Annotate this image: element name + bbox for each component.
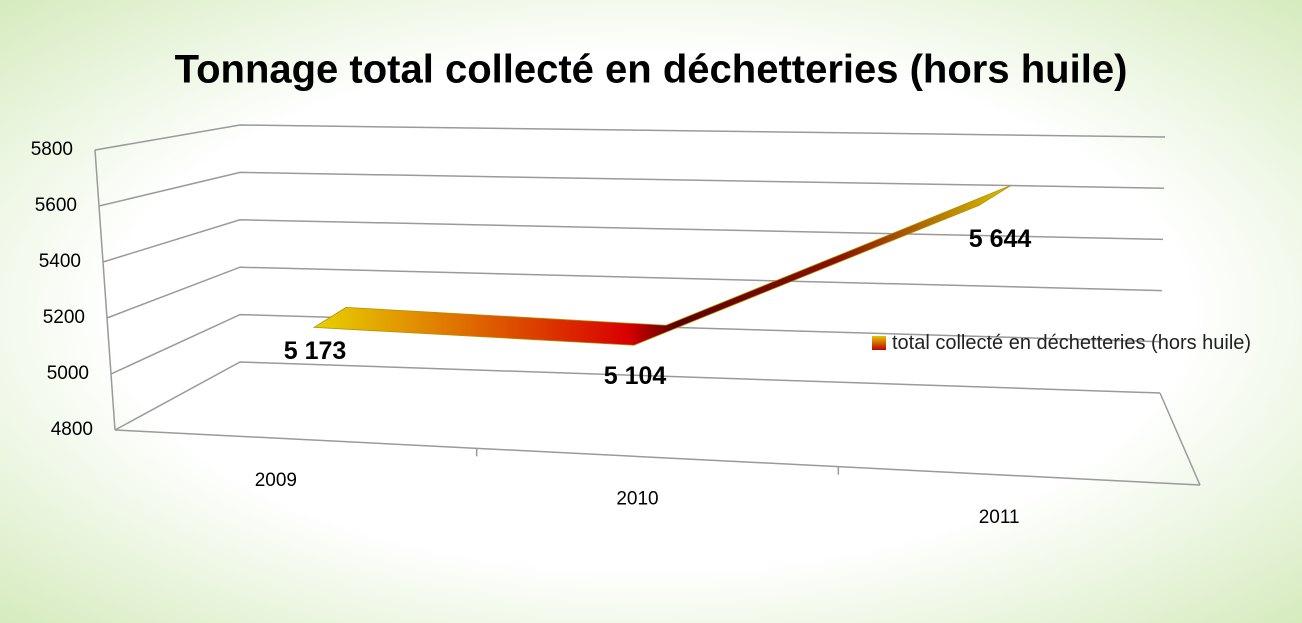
axis-line: [94, 149, 116, 431]
grid-line: [106, 266, 1163, 319]
y-tick-label: 5600: [35, 195, 77, 216]
y-tick-label: 5200: [43, 307, 85, 328]
y-tick-label: 4800: [51, 419, 93, 440]
floor-edge: [1159, 392, 1201, 486]
floor-edge: [114, 429, 1201, 486]
data-label: 5 173: [284, 337, 347, 365]
grid-line: [98, 171, 1165, 207]
y-tick-label: 5800: [31, 139, 73, 160]
legend: total collecté en déchetteries (hors hui…: [872, 330, 1272, 357]
grid-line: [114, 361, 1161, 431]
data-label: 5 104: [604, 362, 667, 390]
y-tick-label: 5400: [39, 251, 81, 272]
data-label: 5 644: [969, 225, 1032, 253]
line-ribbon: [312, 185, 1012, 346]
x-tick-label: 2009: [255, 470, 297, 491]
y-tick-label: 5000: [47, 363, 89, 384]
grid-line: [94, 124, 1166, 151]
chart-title: Tonnage total collecté en déchetteries (…: [175, 48, 1128, 92]
x-tick-label: 2010: [616, 489, 658, 510]
x-tick-label: 2011: [979, 507, 1020, 528]
legend-label: total collecté en déchetteries (hors hui…: [892, 332, 1252, 354]
legend-swatch: [872, 336, 886, 350]
grid-line: [110, 313, 1162, 375]
grid-line: [102, 219, 1164, 263]
